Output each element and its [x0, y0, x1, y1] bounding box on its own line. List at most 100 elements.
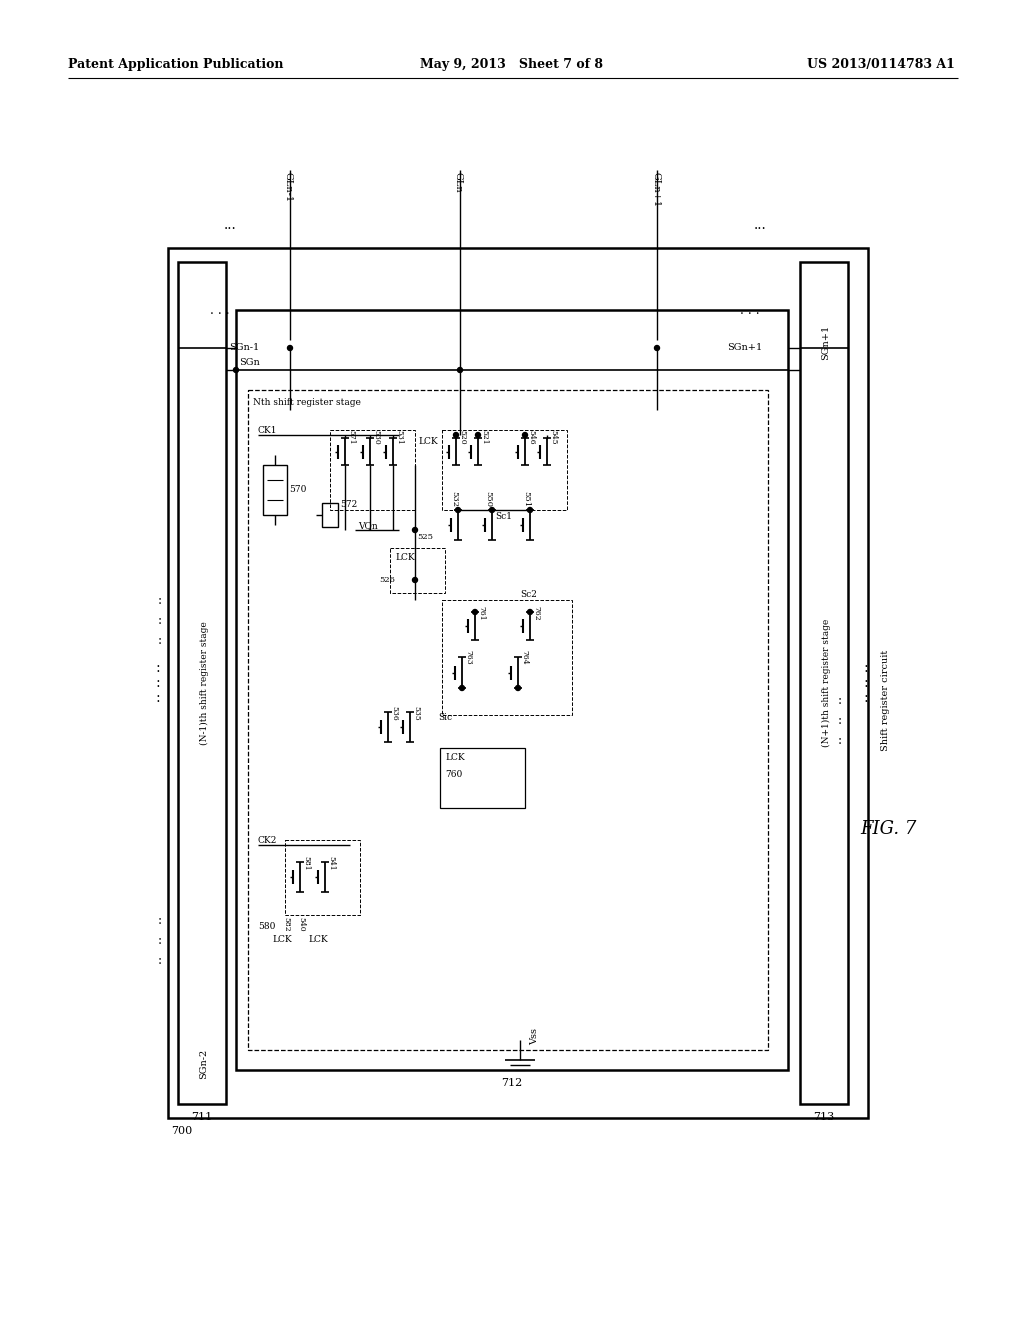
Circle shape	[454, 433, 459, 437]
Text: Patent Application Publication: Patent Application Publication	[68, 58, 284, 71]
Text: 712: 712	[502, 1078, 522, 1088]
Text: Sic: Sic	[438, 714, 453, 722]
Text: :: :	[863, 676, 868, 690]
Text: 761: 761	[477, 606, 485, 620]
Text: LCK: LCK	[445, 752, 465, 762]
Text: 550: 550	[484, 491, 492, 507]
Text: :: :	[158, 634, 162, 647]
Text: :: :	[158, 614, 162, 627]
Bar	[236, 310, 788, 1071]
Text: May 9, 2013   Sheet 7 of 8: May 9, 2013 Sheet 7 of 8	[421, 58, 603, 71]
Text: 711: 711	[191, 1111, 213, 1122]
Text: GLn: GLn	[454, 172, 463, 193]
Text: Vss: Vss	[530, 1028, 539, 1045]
Text: 521: 521	[480, 430, 488, 445]
Circle shape	[288, 346, 293, 351]
Text: VQn: VQn	[358, 521, 378, 531]
Text: 531: 531	[395, 430, 403, 445]
Text: 541: 541	[327, 855, 335, 871]
Text: :: :	[838, 714, 842, 726]
Bar	[322, 503, 338, 527]
Text: :: :	[863, 690, 868, 705]
Circle shape	[522, 433, 527, 437]
Text: 532: 532	[450, 491, 458, 507]
Bar	[248, 389, 768, 1049]
Circle shape	[515, 685, 520, 690]
Text: 571: 571	[347, 430, 355, 445]
Text: SGn+1: SGn+1	[727, 343, 762, 352]
Text: 760: 760	[445, 770, 462, 779]
Text: LCK: LCK	[395, 553, 415, 562]
Text: Sc1: Sc1	[496, 512, 512, 521]
Circle shape	[456, 507, 461, 512]
Circle shape	[472, 610, 477, 615]
Text: LCK: LCK	[308, 935, 328, 944]
Text: LCK: LCK	[272, 935, 292, 944]
Text: :: :	[156, 676, 161, 690]
Text: :: :	[158, 594, 162, 606]
Text: 713: 713	[813, 1111, 835, 1122]
Text: 763: 763	[464, 649, 472, 665]
Text: :: :	[156, 661, 161, 675]
Text: GLn+1: GLn+1	[651, 172, 660, 207]
Text: 581: 581	[302, 855, 310, 871]
Circle shape	[460, 685, 465, 690]
Text: 546: 546	[527, 430, 535, 445]
Text: SGn+1: SGn+1	[821, 325, 830, 359]
Text: 570: 570	[289, 486, 306, 495]
Text: 764: 764	[520, 649, 528, 665]
Circle shape	[654, 346, 659, 351]
Text: 700: 700	[171, 1126, 193, 1137]
Text: GLn-1: GLn-1	[284, 172, 293, 202]
Circle shape	[527, 507, 532, 512]
Text: :: :	[158, 913, 162, 927]
Circle shape	[527, 610, 532, 615]
Text: 530: 530	[372, 430, 380, 445]
Text: US 2013/0114783 A1: US 2013/0114783 A1	[807, 58, 955, 71]
Circle shape	[233, 367, 239, 372]
Text: SGn-1: SGn-1	[229, 343, 259, 352]
Text: (N-1)th shift register stage: (N-1)th shift register stage	[200, 622, 209, 744]
Circle shape	[413, 528, 418, 532]
Text: 526: 526	[379, 576, 395, 583]
Bar	[800, 261, 848, 1104]
Text: 572: 572	[340, 500, 357, 510]
Bar	[442, 601, 572, 715]
Bar	[442, 430, 567, 510]
Circle shape	[413, 578, 418, 582]
Text: 535: 535	[412, 706, 420, 721]
Text: FIG. 7: FIG. 7	[860, 820, 916, 838]
Text: :: :	[863, 661, 868, 675]
Text: (N+1)th shift register stage: (N+1)th shift register stage	[821, 619, 830, 747]
Text: Shift register circuit: Shift register circuit	[881, 649, 890, 751]
Bar	[178, 261, 226, 1104]
Text: . . .: . . .	[740, 304, 760, 317]
Text: :: :	[838, 734, 842, 747]
Text: 582: 582	[282, 917, 290, 932]
Text: Sc2: Sc2	[520, 590, 537, 599]
Text: CK2: CK2	[258, 836, 278, 845]
Text: 580: 580	[258, 921, 275, 931]
Bar	[330, 430, 415, 510]
Text: 525: 525	[417, 533, 433, 541]
Bar	[440, 748, 525, 808]
Text: . . .: . . .	[210, 304, 229, 317]
Text: LCK: LCK	[418, 437, 437, 446]
Text: :: :	[158, 953, 162, 966]
Circle shape	[475, 433, 480, 437]
Text: 520: 520	[458, 430, 466, 445]
Text: ...: ...	[754, 218, 766, 232]
Bar	[263, 465, 287, 515]
Text: ...: ...	[223, 218, 237, 232]
Text: SGn: SGn	[239, 358, 260, 367]
Text: CK1: CK1	[258, 426, 278, 436]
Text: :: :	[158, 933, 162, 946]
Bar	[285, 840, 360, 915]
Text: 545: 545	[549, 430, 557, 445]
Text: 536: 536	[390, 706, 398, 721]
Text: :: :	[838, 693, 842, 706]
Text: Nth shift register stage: Nth shift register stage	[253, 399, 360, 407]
Circle shape	[458, 367, 463, 372]
Text: 551: 551	[522, 491, 530, 507]
Text: 762: 762	[532, 606, 540, 620]
